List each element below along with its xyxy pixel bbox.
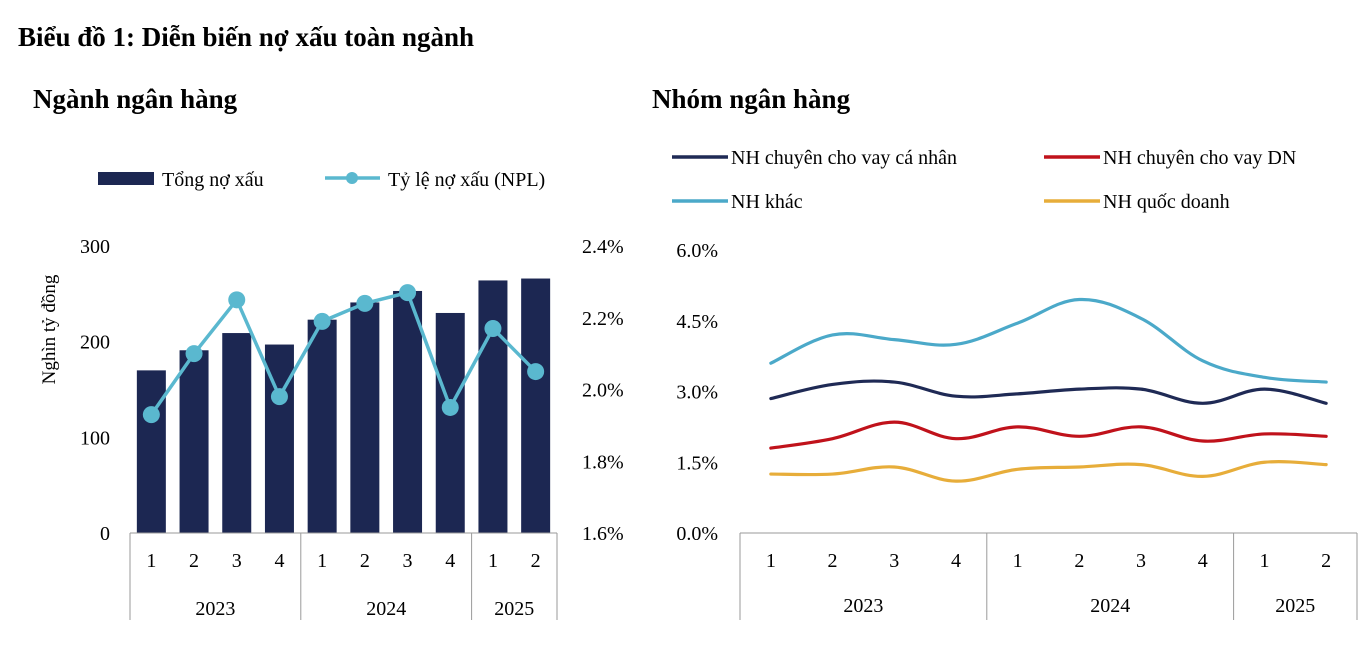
legend-label: NH khác <box>731 191 803 213</box>
y2-tick-label: 2.0% <box>582 380 624 402</box>
legend-item: NH chuyên cho vay cá nhân <box>672 147 957 169</box>
y-tick-label: 3.0% <box>676 382 718 404</box>
legend-item: NH khác <box>672 191 803 213</box>
x-group-label: 2023 <box>843 595 883 617</box>
bar <box>521 278 551 533</box>
x-tick-label: 4 <box>951 550 961 572</box>
x-axis: 1 2 3 4 1 2 3 4 1 2 2023 2024 2025 <box>129 532 558 620</box>
x-group-label: 2025 <box>1275 595 1315 617</box>
bar <box>393 290 423 533</box>
y2-tick-label: 1.8% <box>582 451 624 473</box>
x-tick-label: 1 <box>1259 550 1269 572</box>
y-tick-label: 6.0% <box>676 240 718 262</box>
x-tick-label: 2 <box>189 550 199 572</box>
npl-point <box>441 398 459 416</box>
x-tick-label: 1 <box>146 550 156 572</box>
npl-point <box>356 294 374 312</box>
x-tick-label: 2 <box>828 550 838 572</box>
legend-item: NH chuyên cho vay DN <box>1044 147 1296 169</box>
x-group-label: 2025 <box>494 598 534 620</box>
x-tick-label: 2 <box>531 550 541 572</box>
legend-label: Tỷ lệ nợ xấu (NPL) <box>388 169 545 191</box>
npl-point <box>484 320 502 338</box>
y-axis-left: 0 100 200 300 Nghìn tỷ đồng <box>39 236 110 545</box>
y-tick-label: 0 <box>100 523 110 545</box>
right-legend: NH chuyên cho vay cá nhân NH chuyên cho v… <box>672 147 1296 213</box>
y2-tick-label: 2.4% <box>582 236 624 258</box>
right-panel-title: Nhóm ngân hàng <box>652 84 851 114</box>
series-line <box>769 420 1328 450</box>
bar <box>435 312 465 533</box>
x-tick-label: 2 <box>1321 550 1331 572</box>
series-line <box>769 460 1328 483</box>
y-tick-label: 100 <box>80 427 110 449</box>
npl-point <box>527 363 545 381</box>
y-tick-label: 200 <box>80 332 110 354</box>
x-tick-label: 3 <box>889 550 899 572</box>
legend-swatch-marker <box>346 172 358 184</box>
x-tick-label: 3 <box>403 550 413 572</box>
x-tick-label: 3 <box>1136 550 1146 572</box>
bar <box>307 319 337 533</box>
x-tick-label: 4 <box>445 550 455 572</box>
legend-item: Tổng nợ xấu <box>98 169 264 191</box>
left-panel-title: Ngành ngân hàng <box>33 84 238 114</box>
series-line <box>769 379 1328 405</box>
bar <box>350 302 380 533</box>
legend-label: NH chuyên cho vay cá nhân <box>731 147 957 169</box>
bar <box>136 370 166 533</box>
y-tick-label: 300 <box>80 236 110 258</box>
x-tick-label: 2 <box>1074 550 1084 572</box>
x-axis: 1 2 3 4 1 2 3 4 1 2 2023 2024 2025 <box>739 532 1358 620</box>
x-group-label: 2024 <box>1090 595 1130 617</box>
legend-label: NH quốc doanh <box>1103 191 1230 213</box>
x-tick-label: 1 <box>766 550 776 572</box>
x-group-label: 2023 <box>195 598 235 620</box>
npl-line-series <box>142 284 545 424</box>
bar <box>179 350 209 533</box>
npl-point <box>185 345 203 363</box>
x-group-label: 2024 <box>366 598 406 620</box>
y-axis-right: 1.6% 1.8% 2.0% 2.2% 2.4% <box>582 236 624 545</box>
legend-swatch-bar <box>98 172 154 185</box>
x-tick-label: 4 <box>1198 550 1208 572</box>
x-tick-label: 4 <box>274 550 284 572</box>
bar <box>478 280 508 533</box>
legend-label: Tổng nợ xấu <box>162 169 264 191</box>
y-axis-right-panel: 0.0% 1.5% 3.0% 4.5% 6.0% <box>676 240 718 545</box>
group-line-series <box>769 297 1328 483</box>
x-tick-label: 2 <box>360 550 370 572</box>
bar-series <box>136 278 551 533</box>
left-legend: Tổng nợ xấu Tỷ lệ nợ xấu (NPL) <box>98 169 545 191</box>
y-tick-label: 4.5% <box>676 311 718 333</box>
y-tick-label: 0.0% <box>676 523 718 545</box>
legend-label: NH chuyên cho vay DN <box>1103 147 1296 169</box>
npl-line <box>149 290 537 416</box>
npl-point <box>228 291 246 309</box>
legend-item: Tỷ lệ nợ xấu (NPL) <box>325 169 545 191</box>
npl-point <box>270 388 288 406</box>
y-axis-title: Nghìn tỷ đồng <box>39 274 60 384</box>
figure-title: Biểu đồ 1: Diễn biến nợ xấu toàn ngành <box>18 22 475 52</box>
npl-point <box>142 406 160 424</box>
npl-point <box>313 312 331 330</box>
x-tick-label: 3 <box>232 550 242 572</box>
y2-tick-label: 1.6% <box>582 523 624 545</box>
y-tick-label: 1.5% <box>676 452 718 474</box>
series-line <box>769 297 1328 384</box>
y2-tick-label: 2.2% <box>582 308 624 330</box>
legend-item: NH quốc doanh <box>1044 191 1230 213</box>
bar <box>222 333 252 533</box>
x-tick-label: 1 <box>1013 550 1023 572</box>
npl-point <box>399 284 417 302</box>
x-tick-label: 1 <box>488 550 498 572</box>
x-tick-label: 1 <box>317 550 327 572</box>
